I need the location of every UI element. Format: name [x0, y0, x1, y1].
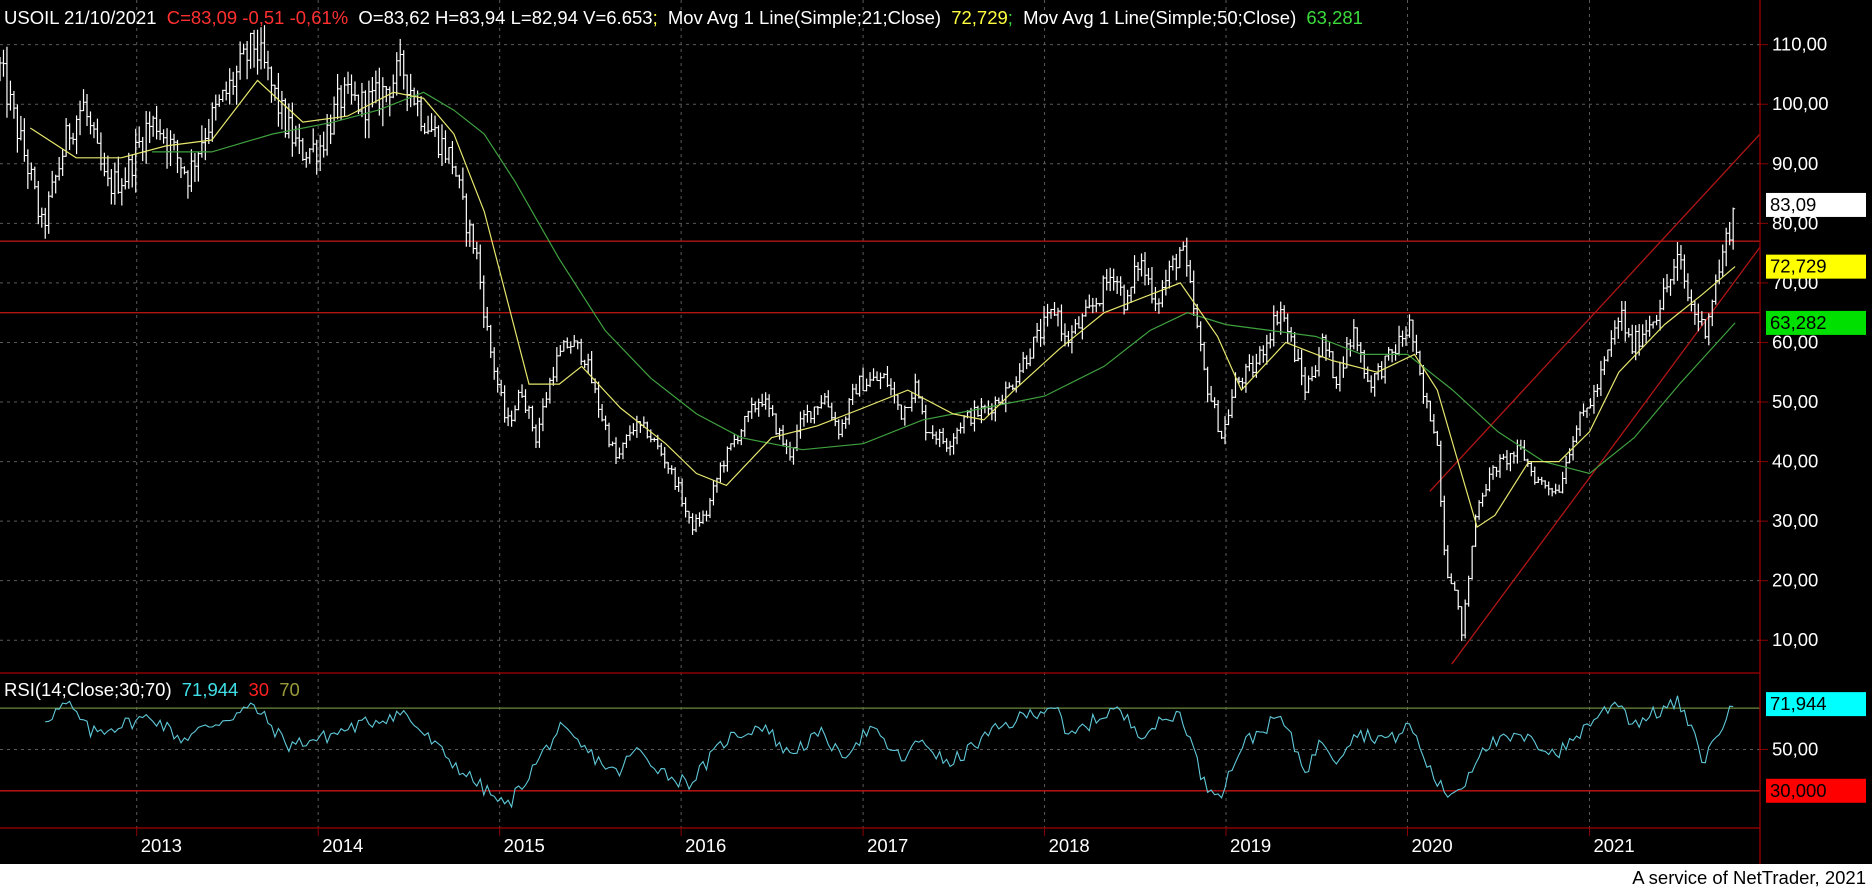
price-bar: [1731, 207, 1736, 250]
price-tag-0-label: 83,09: [1770, 194, 1816, 215]
price-tag-2-box: [1766, 310, 1866, 335]
rsi-header-low: 30: [249, 679, 270, 700]
header-symbol-date: USOIL 21/10/2021: [4, 7, 157, 28]
header-separator-1: ;: [653, 7, 658, 28]
y-tick-label: 30,00: [1772, 510, 1818, 531]
rsi-line: [45, 695, 1734, 809]
rsi-y-tick-label: 50,00: [1772, 738, 1818, 759]
x-tick-label: 2021: [1593, 835, 1634, 856]
price-tag-2-label: 63,282: [1770, 312, 1827, 333]
rsi-header-label: RSI(14;Close;30;70): [4, 679, 172, 700]
rsi-tag-1-box: [1766, 778, 1866, 803]
y-tick-label: 80,00: [1772, 212, 1818, 233]
price-tag-1-label: 72,729: [1770, 256, 1827, 277]
rsi-tag-1-label: 30,000: [1770, 780, 1827, 801]
rsi-header-value: 71,944: [182, 679, 239, 700]
x-tick-label: 2017: [867, 835, 908, 856]
x-tick-label: 2019: [1230, 835, 1271, 856]
header-ma50-label: Mov Avg 1 Line(Simple;50;Close): [1023, 7, 1296, 28]
y-tick-label: 10,00: [1772, 629, 1818, 650]
grid-layer: [0, 0, 1760, 828]
channel-line-upper: [1429, 133, 1761, 492]
footer-credit: A service of NetTrader, 2021: [1632, 867, 1866, 888]
axis-tags: 83,09 72,729 63,282 71,944 30,000: [1766, 192, 1866, 803]
x-tick-label: 2020: [1412, 835, 1453, 856]
header-change: C=83,09 -0,51 -0,61%: [167, 7, 349, 28]
x-tick-label: 2018: [1049, 835, 1090, 856]
y-tick-label: 50,00: [1772, 391, 1818, 412]
y-tick-label: 20,00: [1772, 570, 1818, 591]
y-tick-label: 100,00: [1772, 93, 1829, 114]
axes-layer: 2013 2014 2015 2016 2017 2018 2019 2020 2021 10,0…: [0, 0, 1829, 864]
rsi-tag-0-label: 71,944: [1770, 693, 1827, 714]
y-tick-label: 60,00: [1772, 331, 1818, 352]
header-separator-2: ;: [1008, 7, 1013, 28]
header-ma21-label: Mov Avg 1 Line(Simple;21;Close): [668, 7, 941, 28]
y-tick-label: 40,00: [1772, 451, 1818, 472]
rsi-tag-0-box: [1766, 692, 1866, 717]
ma21-line: [29, 79, 1736, 529]
rsi-header-high: 70: [279, 679, 300, 700]
x-tick-label: 2014: [322, 835, 363, 856]
chart-header: USOIL 21/10/2021 C=83,09 -0,51 -0,61% O=…: [4, 7, 1363, 28]
x-tick-label: 2016: [685, 835, 726, 856]
y-tick-label: 110,00: [1772, 34, 1827, 55]
footer-background: [0, 864, 1872, 888]
price-tag-0-box: [1766, 192, 1866, 217]
header-ma21-value: 72,729: [951, 7, 1008, 28]
moving-averages: [29, 79, 1736, 529]
y-tick-label: 90,00: [1772, 153, 1818, 174]
x-tick-label: 2013: [141, 835, 182, 856]
rsi-panel: [0, 695, 1760, 809]
price-bars: [0, 25, 1736, 642]
rsi-header: RSI(14;Close;30;70) 71,944 30 70: [4, 679, 300, 700]
header-ma50-value: 63,281: [1306, 7, 1363, 28]
price-tag-1-box: [1766, 254, 1866, 279]
x-tick-label: 2015: [504, 835, 545, 856]
header-ohlcv: O=83,62 H=83,94 L=82,94 V=6.653: [358, 7, 652, 28]
